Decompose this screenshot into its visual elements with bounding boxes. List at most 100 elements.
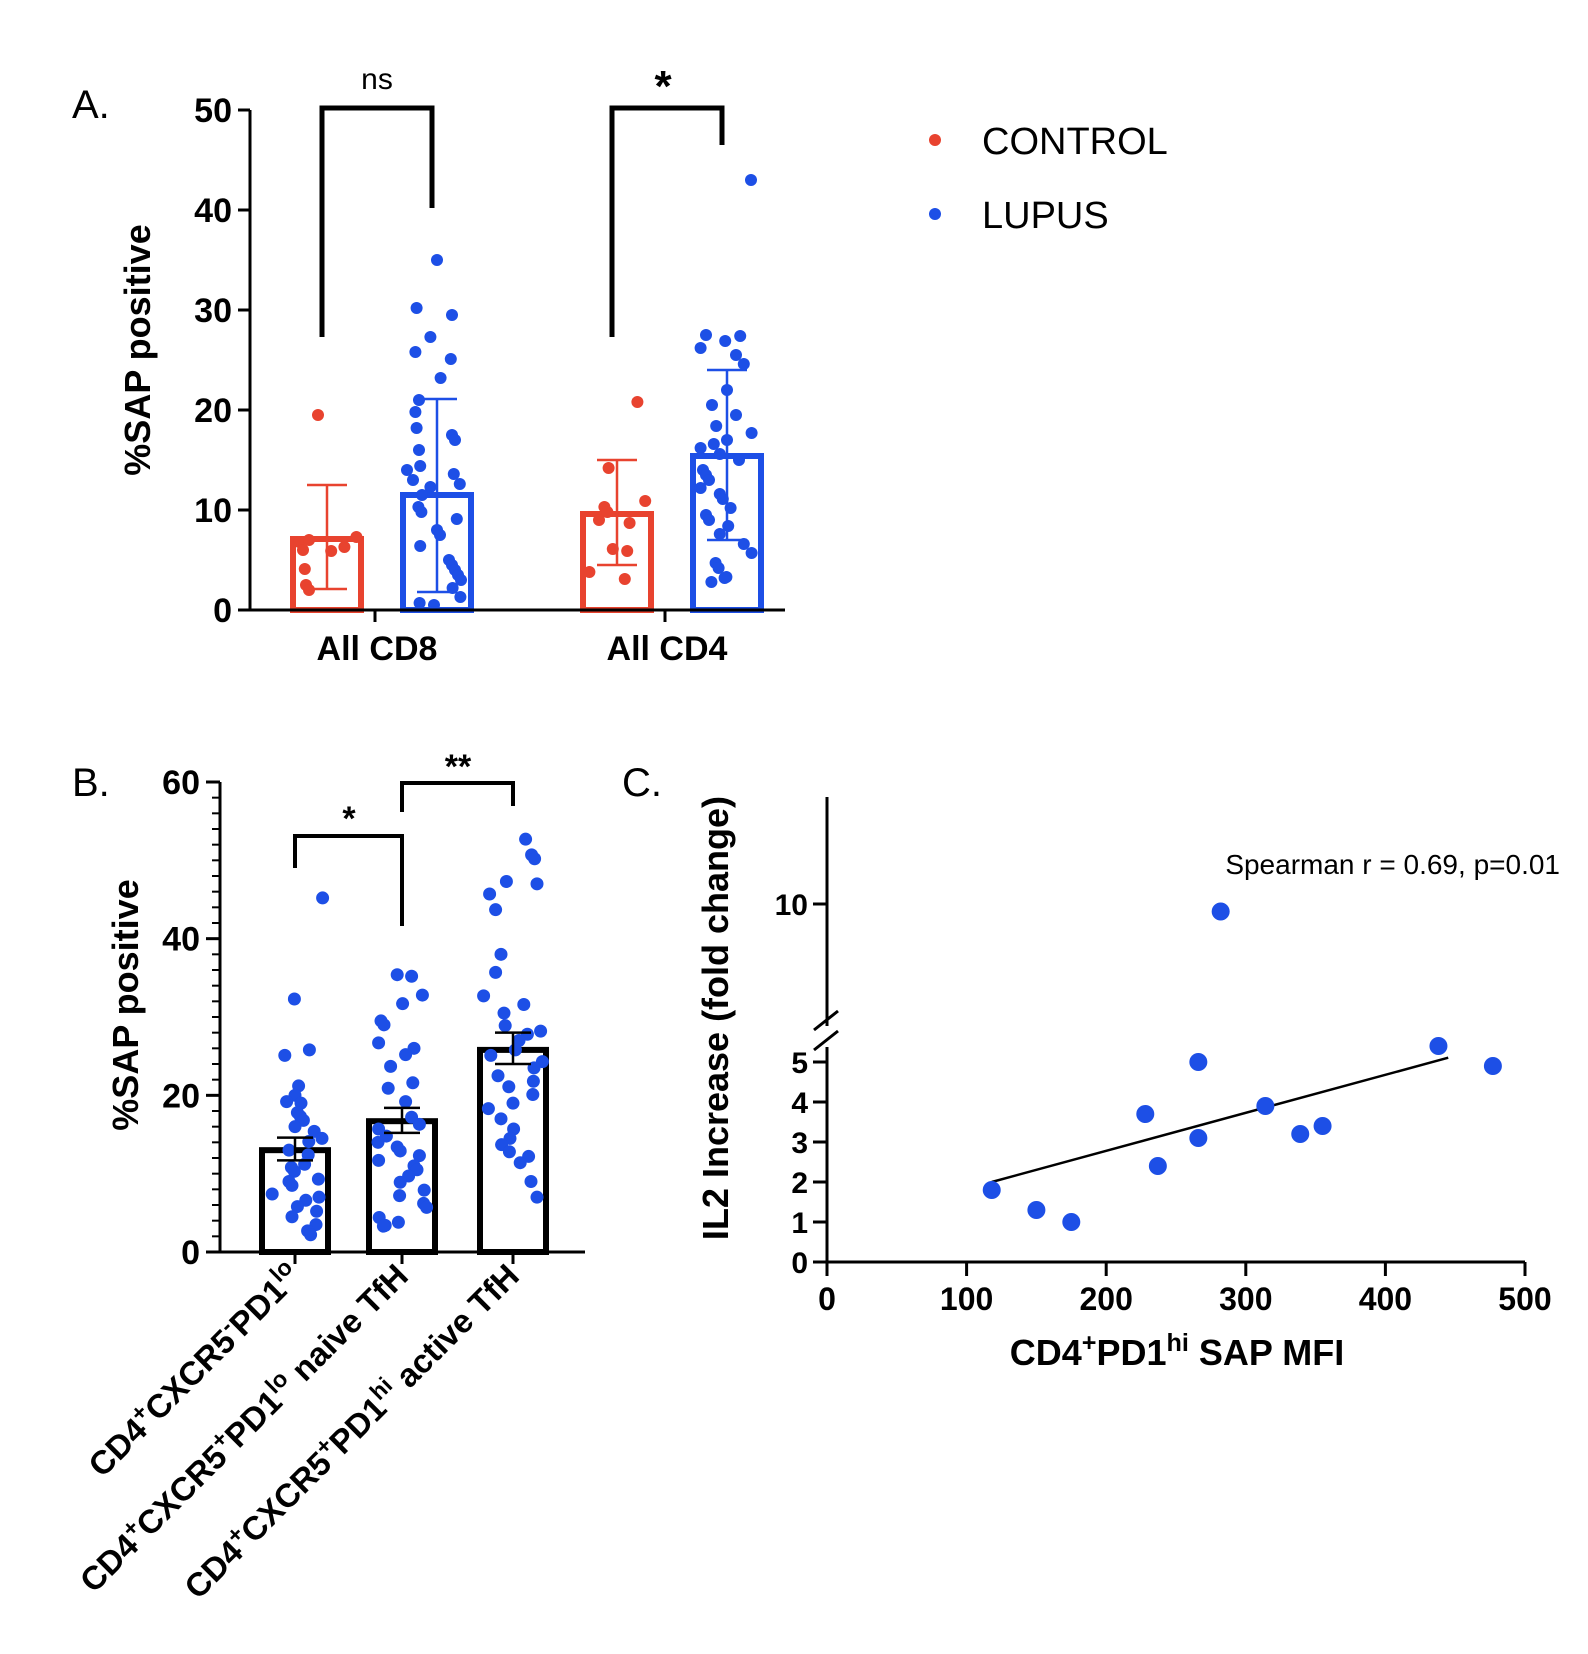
- panel-b-point: [526, 1074, 540, 1088]
- panel-b-point: [415, 988, 429, 1002]
- panel-a-point: [713, 528, 726, 540]
- panel-c-fit-line: [991, 1056, 1449, 1184]
- panel-a-point: [434, 372, 447, 384]
- panel-c-y-tick-label: 4: [791, 1087, 808, 1120]
- panel-b-point: [494, 947, 508, 961]
- panel-b-point: [528, 852, 542, 866]
- panel-a-point: [338, 541, 351, 553]
- panel-b-point: [285, 1210, 299, 1224]
- panel-a-bars: [290, 453, 764, 613]
- panel-c-x-tick-label: 300: [1219, 1281, 1272, 1317]
- panel-a-y-tick-label: 40: [194, 192, 232, 230]
- panel-c-point: [1291, 1125, 1310, 1143]
- panel-b-y-tick-label: 40: [162, 921, 200, 959]
- panel-b-y-axis-label: %SAP positive: [105, 879, 146, 1130]
- panel-a-label: A.: [72, 83, 110, 127]
- panel-b-point: [315, 1131, 329, 1145]
- panel-a-point: [447, 468, 460, 480]
- panel-a-point: [410, 302, 423, 314]
- panel-c-y-tick-label: 3: [791, 1127, 808, 1160]
- panel-a-point: [618, 573, 631, 585]
- panel-c-y-tick-label: 10: [775, 889, 808, 922]
- panel-b-point: [502, 1145, 516, 1159]
- panel-b-point: [285, 1178, 299, 1192]
- panel-a: A. %SAP positive 0 10 20 30 40 50 All CD8 All…: [72, 62, 785, 668]
- panel-c-point: [1136, 1105, 1155, 1123]
- panel-a-point: [325, 545, 338, 557]
- panel-a-points: [293, 174, 758, 611]
- panel-a-point: [413, 394, 425, 406]
- panel-c: C. IL2 Increase (fold change) Spearman r…: [622, 761, 1560, 1373]
- panel-b-point: [371, 1135, 385, 1149]
- panel-a-point: [583, 566, 596, 578]
- panel-a-point: [703, 514, 715, 526]
- panel-a-point: [730, 409, 742, 421]
- panel-a-point: [712, 562, 725, 574]
- panel-b-point: [287, 1164, 301, 1178]
- panel-b-y-tick-label: 0: [181, 1234, 200, 1272]
- panel-a-point: [424, 481, 437, 493]
- panel-a-y-axis-label: %SAP positive: [117, 224, 158, 475]
- panel-b-y-tick-label: 20: [162, 1077, 200, 1115]
- panel-a-y-tick-label: 50: [194, 92, 232, 130]
- panel-c-x-tick-label: 100: [940, 1281, 993, 1317]
- panel-a-point: [407, 474, 419, 486]
- panel-c-point: [1313, 1117, 1332, 1135]
- panel-c-y-axis-label: IL2 Increase (fold change): [695, 796, 736, 1240]
- panel-a-x-tick-label: All CD8: [317, 630, 438, 668]
- panel-a-point: [454, 591, 467, 603]
- panel-b-point: [265, 1187, 279, 1201]
- panel-a-point: [424, 331, 437, 343]
- panel-a-significance-bracket: [319, 105, 435, 337]
- panel-c-point: [1256, 1097, 1275, 1115]
- panel-a-point: [446, 582, 459, 594]
- panel-a-y-tick-label: 20: [194, 392, 232, 430]
- panel-b-point: [290, 1200, 304, 1214]
- panel-b-point: [417, 1183, 431, 1197]
- panel-c-annotation: Spearman r = 0.69, p=0.01: [1225, 849, 1560, 880]
- panel-b-point: [530, 877, 544, 891]
- panel-b-point: [508, 1043, 522, 1057]
- panel-a-point: [401, 464, 413, 476]
- panel-c-axis-break-mark: [813, 1029, 839, 1052]
- panel-b-point: [393, 1189, 407, 1203]
- panel-c-x-tick-label: 0: [818, 1281, 836, 1317]
- panel-c-x-tick-label: 200: [1080, 1281, 1133, 1317]
- panel-b-point: [399, 1095, 413, 1109]
- panel-a-point: [745, 427, 758, 439]
- panel-b-point: [282, 1143, 296, 1157]
- panel-b-point: [530, 1190, 544, 1204]
- panel-a-error-bars: [307, 368, 747, 594]
- panel-a-point: [409, 406, 422, 418]
- panel-b-y-tick-label: 60: [162, 764, 200, 802]
- panel-c-y-ticks: 0 1 2 3 4 5 10: [775, 889, 827, 1280]
- panel-c-point: [1483, 1057, 1502, 1075]
- panel-b-point: [494, 1112, 508, 1126]
- panel-a-point: [710, 420, 723, 432]
- panel-b-point: [405, 969, 419, 983]
- panel-a-point: [414, 540, 427, 552]
- panel-b-point: [377, 1018, 391, 1032]
- panel-a-point: [734, 330, 747, 342]
- panel-a-point: [721, 434, 733, 446]
- panel-a-point: [718, 572, 731, 584]
- panel-a-point: [606, 543, 619, 555]
- panel-b-point: [483, 887, 497, 901]
- panel-a-point: [303, 534, 315, 546]
- panel-b-point: [304, 1228, 318, 1242]
- legend-lupus-label: LUPUS: [982, 195, 1109, 237]
- panel-b-point: [519, 832, 533, 846]
- panel-c-x-tick-label: 500: [1498, 1281, 1551, 1317]
- panel-c-point: [1429, 1037, 1448, 1055]
- panel-a-point: [414, 460, 427, 472]
- panel-c-point: [1189, 1053, 1208, 1071]
- panel-a-point: [706, 399, 718, 411]
- panel-c-x-ticks: 0 100 200 300 400 500: [818, 1262, 1552, 1317]
- panel-a-point: [453, 478, 466, 490]
- panel-a-point: [455, 574, 467, 586]
- panel-b-point: [372, 1036, 386, 1050]
- panel-b-point: [477, 989, 491, 1003]
- panel-b-point: [412, 1149, 426, 1163]
- panel-a-point: [621, 545, 634, 557]
- panel-b-point: [526, 1088, 540, 1102]
